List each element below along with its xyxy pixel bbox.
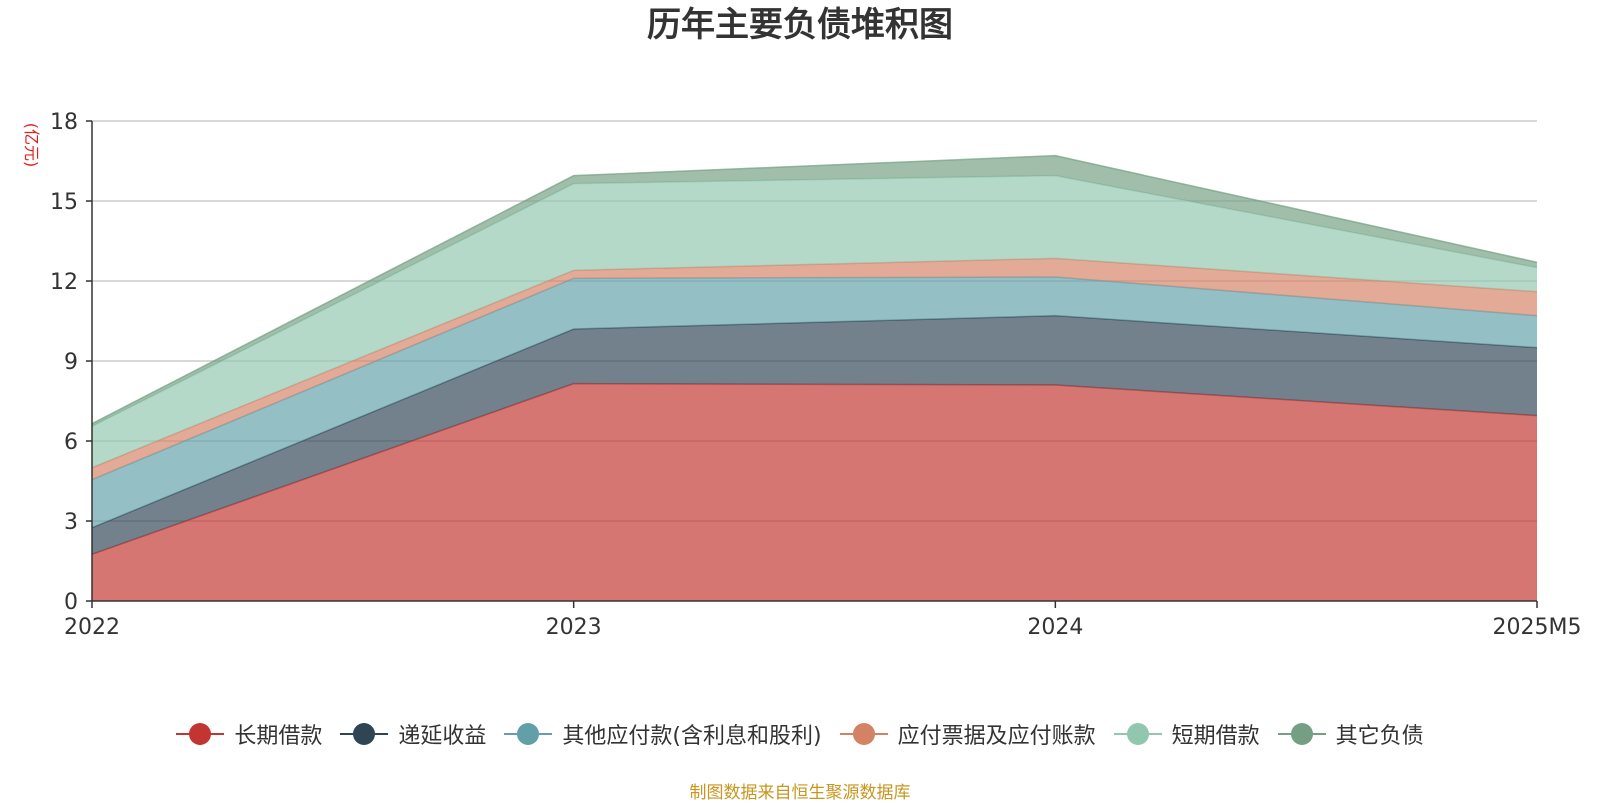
- y-tick-label: 3: [64, 510, 78, 535]
- axis-layer: 0 3 6 9 12 15 18 2022 2023 2024 2025M5: [50, 110, 1581, 640]
- legend-label: 递延收益: [398, 724, 487, 749]
- legend-item-4[interactable]: 应付票据及应付账款: [839, 718, 1096, 750]
- x-tick-label: 2025M5: [1493, 615, 1582, 640]
- area-series-3[interactable]: [92, 277, 1537, 528]
- legend-marker: [839, 722, 888, 746]
- legend-item-6[interactable]: 其它负债: [1277, 718, 1424, 750]
- y-tick-label: 15: [50, 190, 78, 215]
- area-series-1[interactable]: [92, 383, 1537, 601]
- y-axis-unit: (亿元): [22, 123, 41, 168]
- area-layer: [91, 154, 1538, 601]
- x-tick-label: 2023: [546, 615, 602, 640]
- legend-label: 短期借款: [1171, 724, 1260, 749]
- area-series-5[interactable]: [92, 175, 1537, 468]
- legend-marker: [340, 722, 389, 746]
- y-tick-label: 0: [64, 590, 78, 615]
- legend: 长期借款 递延收益 其他应付款(含利息和股利) 应付票据及应付账款 短期借款 其它负债: [0, 718, 1600, 750]
- y-tick-label: 12: [50, 270, 78, 295]
- legend-marker: [1277, 722, 1326, 746]
- area-series-5-edge: [91, 174, 1538, 428]
- source-note: 制图数据来自恒生聚源数据库: [689, 783, 911, 803]
- x-tick-label: 2024: [1027, 615, 1083, 640]
- area-series-1-edge: [91, 382, 1538, 556]
- area-series-6-edge: [91, 154, 1538, 425]
- legend-item-5[interactable]: 短期借款: [1113, 718, 1260, 750]
- legend-item-2[interactable]: 递延收益: [340, 718, 486, 750]
- x-tick-label: 2022: [64, 615, 120, 640]
- legend-label: 其他应付款(含利息和股利): [562, 724, 822, 749]
- legend-marker: [504, 722, 553, 746]
- y-tick-label: 18: [50, 110, 78, 135]
- area-series-2-edge: [91, 314, 1538, 529]
- chart-title: 历年主要负债堆积图: [647, 5, 953, 45]
- legend-label: 其它负债: [1335, 724, 1424, 749]
- y-tick-label: 9: [64, 350, 78, 375]
- legend-label: 应付票据及应付账款: [897, 724, 1096, 749]
- legend-marker: [176, 722, 225, 746]
- legend-item-3[interactable]: 其他应付款(含利息和股利): [504, 718, 822, 750]
- legend-item-1[interactable]: 长期借款: [176, 718, 322, 750]
- legend-label: 长期借款: [234, 724, 323, 749]
- legend-marker: [1113, 722, 1162, 746]
- area-series-2[interactable]: [92, 315, 1537, 555]
- y-tick-label: 6: [64, 430, 78, 455]
